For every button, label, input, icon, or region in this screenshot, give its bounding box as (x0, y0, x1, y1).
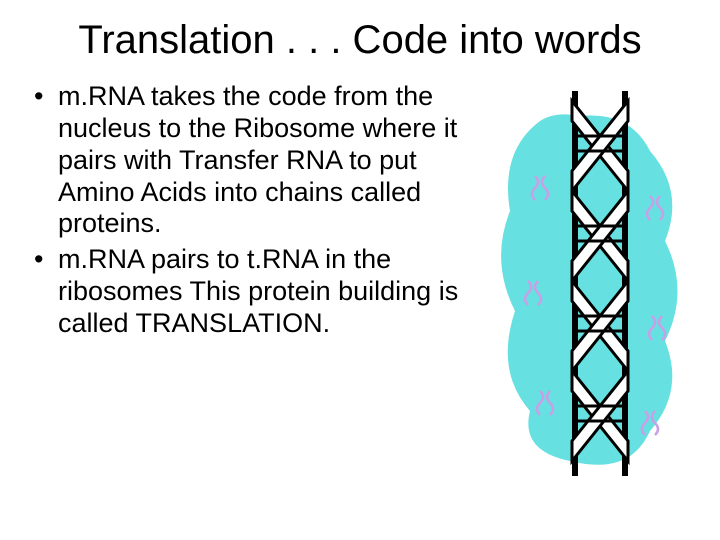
dna-icon (480, 81, 700, 481)
slide-title: Translation . . . Code into words (0, 0, 720, 63)
bullet-list: m.RNA takes the code from the nucleus to… (34, 81, 480, 481)
content-row: m.RNA takes the code from the nucleus to… (0, 63, 720, 481)
list-item: m.RNA takes the code from the nucleus to… (34, 81, 472, 240)
dna-illustration (480, 81, 700, 481)
list-item: m.RNA pairs to t.RNA in the ribosomes Th… (34, 244, 472, 340)
